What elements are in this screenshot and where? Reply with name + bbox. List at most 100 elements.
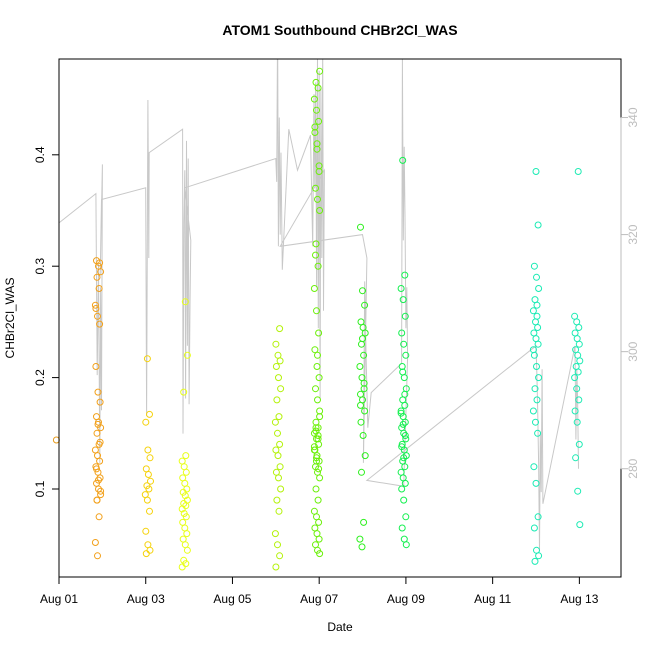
data-points-layer <box>52 67 584 571</box>
y2-tick-label: 340 <box>626 107 640 127</box>
data-point <box>182 452 190 460</box>
data-point <box>530 262 538 270</box>
data-point <box>276 552 284 560</box>
data-point <box>531 385 539 393</box>
data-point <box>312 385 319 393</box>
data-point <box>147 477 154 485</box>
data-point <box>530 463 538 471</box>
data-point <box>144 471 152 478</box>
data-point <box>357 418 365 426</box>
data-point <box>574 168 582 175</box>
series-aug-03 <box>141 355 154 558</box>
series-aug-04 <box>178 298 191 571</box>
data-point <box>360 518 368 526</box>
data-point <box>142 527 150 535</box>
data-point <box>94 420 102 428</box>
data-point <box>274 541 281 549</box>
data-point <box>571 374 579 382</box>
data-point <box>533 396 541 404</box>
data-point <box>312 427 320 435</box>
data-point <box>316 413 324 421</box>
data-point <box>358 468 365 476</box>
data-point <box>312 251 319 259</box>
data-point <box>97 487 105 495</box>
data-point <box>314 424 322 432</box>
data-point <box>315 374 323 382</box>
data-point <box>529 407 537 415</box>
data-point <box>313 457 320 465</box>
data-point <box>97 268 105 276</box>
x-tick-label: Aug 07 <box>300 592 338 606</box>
data-point <box>361 452 369 460</box>
data-point <box>93 429 101 437</box>
data-point <box>315 117 323 125</box>
y-tick-label: 0.3 <box>33 258 47 275</box>
data-point <box>93 273 101 281</box>
data-point <box>277 485 285 493</box>
y2-tick-label: 280 <box>626 458 640 478</box>
x-axis: Aug 01 Aug 03 Aug 05 Aug 07 Aug 09 Aug 11 Aug … <box>40 576 599 606</box>
data-point <box>358 543 366 551</box>
data-point <box>93 496 101 504</box>
data-point <box>316 207 324 214</box>
data-point <box>145 485 153 493</box>
data-point <box>91 539 99 546</box>
data-point <box>400 340 408 348</box>
data-point <box>312 184 319 192</box>
data-point <box>96 457 104 465</box>
data-point <box>313 454 320 462</box>
data-point <box>535 374 543 382</box>
data-point <box>313 106 320 114</box>
data-point <box>359 287 366 295</box>
chart-title: ATOM1 Southbound CHBr2Cl_WAS <box>222 22 457 38</box>
data-point <box>182 468 190 476</box>
data-point <box>356 535 364 543</box>
x-tick-label: Aug 01 <box>40 592 78 606</box>
data-point <box>402 513 410 521</box>
data-point <box>314 396 321 404</box>
data-point <box>573 385 581 393</box>
data-point <box>401 312 409 320</box>
data-point <box>315 329 323 337</box>
data-point <box>273 496 281 504</box>
data-point <box>314 262 322 270</box>
data-point <box>398 443 406 451</box>
data-point <box>183 530 191 538</box>
secondary-y-axis: 280 300 320 340 <box>620 107 640 479</box>
data-point <box>313 145 321 153</box>
data-point <box>535 552 543 560</box>
data-point <box>274 429 281 437</box>
data-point <box>272 563 280 571</box>
data-point <box>310 95 318 103</box>
data-point <box>312 240 320 248</box>
data-point <box>359 335 366 343</box>
data-point <box>183 351 191 359</box>
data-point <box>533 301 541 309</box>
data-point <box>316 474 324 482</box>
data-point <box>314 351 321 359</box>
data-point <box>315 518 323 526</box>
y-axis: 0.1 0.2 0.3 0.4 <box>33 146 60 497</box>
series-aug-08 <box>356 223 369 551</box>
data-point <box>314 195 321 203</box>
data-point <box>530 524 538 532</box>
y-tick-label: 0.2 <box>33 369 47 386</box>
data-point <box>93 465 100 473</box>
data-point <box>276 440 284 448</box>
data-point <box>314 432 322 439</box>
data-point <box>532 479 540 487</box>
data-point <box>91 301 99 309</box>
data-point <box>532 418 539 426</box>
data-point <box>180 388 188 396</box>
data-point <box>398 329 406 337</box>
data-point <box>534 513 542 521</box>
data-point <box>95 285 103 292</box>
data-point <box>359 432 367 439</box>
data-point <box>146 507 153 515</box>
data-point <box>272 340 280 348</box>
data-point <box>535 285 543 292</box>
data-point <box>96 320 104 328</box>
data-point <box>399 296 407 304</box>
data-point <box>399 368 407 376</box>
